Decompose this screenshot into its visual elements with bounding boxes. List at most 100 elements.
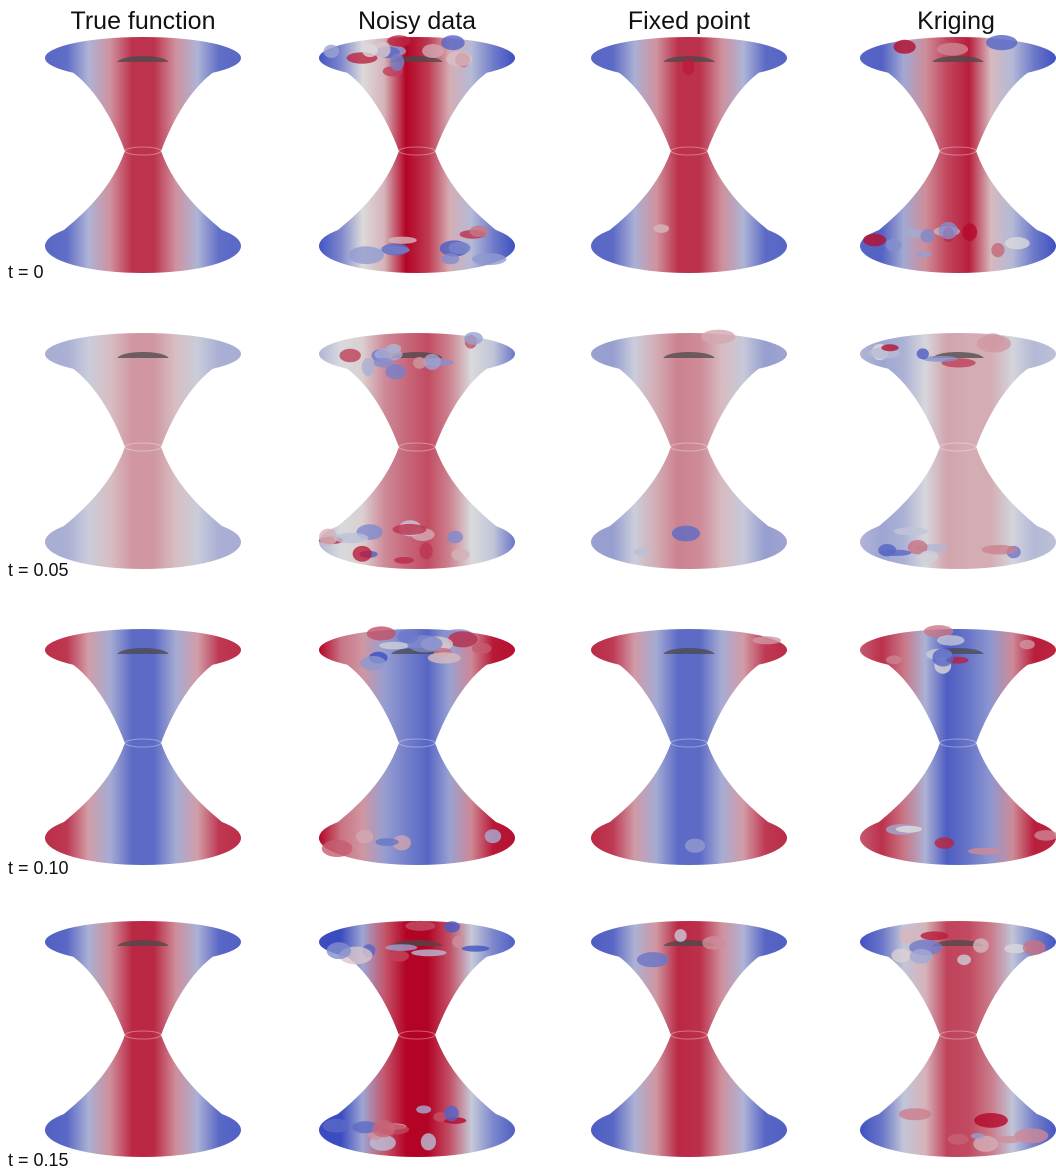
neck-ring — [939, 146, 977, 156]
noise-patch — [1004, 943, 1027, 954]
noise-patch — [366, 626, 396, 641]
noise-patch — [422, 44, 444, 58]
noise-patch — [392, 523, 427, 535]
surface-panel-r2-c0 — [45, 629, 241, 865]
noise-patch — [752, 636, 782, 645]
noise-patch — [886, 655, 902, 665]
noise-patch — [388, 950, 409, 962]
surface-panel-r2-c2 — [591, 629, 787, 865]
noise-patch — [915, 250, 932, 258]
noise-patch — [976, 334, 1011, 353]
noise-patch — [702, 936, 726, 950]
noise-patch — [1022, 940, 1046, 956]
noise-patch — [995, 1135, 1022, 1144]
noise-patch — [375, 41, 391, 58]
neck-ring — [398, 738, 436, 748]
noise-patch — [973, 938, 989, 953]
noise-patch — [451, 548, 470, 561]
noise-patch — [907, 540, 928, 555]
noise-patch — [381, 243, 410, 256]
noise-patch — [359, 656, 387, 671]
noise-patch — [916, 348, 929, 360]
noise-patch — [419, 542, 433, 560]
noise-patch — [471, 253, 507, 266]
noise-patch — [333, 532, 369, 544]
surface-panel-r2-c3 — [860, 625, 1056, 865]
noise-patch — [389, 53, 405, 71]
surface-body-front — [319, 946, 515, 1130]
noise-patch — [895, 825, 923, 833]
surface-body-front — [860, 358, 1056, 542]
noise-patch — [352, 545, 372, 562]
noise-patch — [885, 238, 902, 252]
noise-patch — [863, 233, 887, 247]
noise-patch — [444, 921, 460, 933]
noise-patch — [375, 838, 399, 846]
noise-patch — [387, 35, 412, 47]
noise-patch — [352, 1121, 379, 1134]
neck-ring — [124, 738, 162, 748]
noise-patch — [633, 547, 651, 556]
neck-ring — [398, 1030, 436, 1040]
noise-patch — [321, 839, 353, 858]
noise-patch — [653, 224, 670, 233]
noise-patch — [441, 35, 465, 51]
noise-patch — [973, 1135, 999, 1152]
neck-ring — [124, 442, 162, 452]
neck-ring — [670, 146, 708, 156]
noise-patch — [936, 635, 965, 646]
column-title-kriging: Kriging — [917, 7, 995, 35]
noise-patch — [385, 364, 407, 380]
noise-patch — [326, 942, 351, 960]
noise-patch — [934, 837, 955, 849]
noise-patch — [405, 920, 436, 931]
noise-patch — [461, 945, 490, 952]
noise-patch — [397, 630, 419, 644]
noise-patch — [967, 847, 1001, 855]
noise-patch — [986, 35, 1018, 51]
noise-patch — [909, 949, 933, 964]
noise-patch — [392, 835, 411, 851]
noise-patch — [322, 1118, 350, 1133]
noise-patch — [893, 39, 916, 54]
surface-body-front — [591, 62, 787, 246]
noise-patch — [379, 641, 410, 650]
noise-patch — [936, 42, 969, 56]
surface-body-front — [591, 358, 787, 542]
noise-patch — [348, 246, 385, 265]
column-title-true-function: True function — [70, 7, 216, 35]
surface-panel-r0-c3 — [860, 35, 1056, 273]
noise-patch — [1019, 639, 1035, 650]
surface-body-front — [319, 358, 515, 542]
surface-body-front — [591, 654, 787, 838]
surface-panel-r2-c1 — [319, 626, 515, 865]
noise-patch — [947, 1133, 969, 1145]
noise-patch — [957, 954, 971, 966]
noise-patch — [674, 929, 687, 942]
noise-patch — [981, 544, 1018, 555]
noise-patch — [441, 253, 460, 265]
surface-panel-r1-c2 — [591, 329, 787, 569]
noise-patch — [1034, 830, 1056, 841]
noise-patch — [339, 348, 361, 363]
surface-panel-r0-c1 — [319, 35, 515, 273]
noise-patch — [448, 631, 478, 648]
neck-ring — [670, 1030, 708, 1040]
row-label-t0: t = 0 — [8, 262, 44, 282]
noise-patch — [423, 353, 441, 370]
noise-patch — [420, 1133, 436, 1151]
neck-ring — [124, 1030, 162, 1040]
surface-panel-r1-c1 — [318, 332, 515, 569]
surface-panel-r1-c0 — [45, 333, 241, 569]
noise-patch — [319, 528, 338, 546]
noise-patch — [385, 944, 418, 951]
noise-patch — [636, 952, 669, 968]
surface-panel-r3-c1 — [319, 920, 515, 1157]
noise-patch — [920, 228, 935, 243]
noise-patch — [471, 642, 492, 654]
noise-patch — [922, 355, 958, 362]
noise-patch — [893, 527, 928, 536]
noise-patch — [362, 44, 378, 58]
noise-patch — [372, 1120, 396, 1138]
